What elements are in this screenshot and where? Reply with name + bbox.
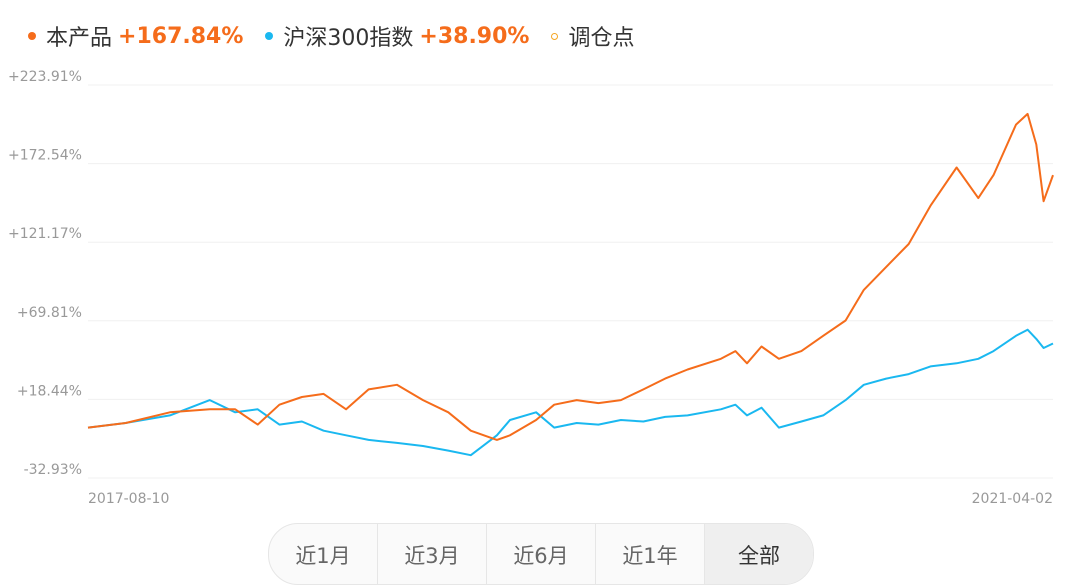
period-tab[interactable]: 近3月 [378, 524, 487, 584]
line-chart: +223.91% +172.54% +121.17% +69.81% +18.44% -3… [8, 69, 1054, 507]
dot-marker-icon [265, 32, 274, 40]
y-tick-label: +121.17% [8, 226, 82, 242]
legend-item[interactable]: 本产品 +167.84% [28, 20, 243, 52]
y-tick-label: +172.54% [8, 148, 82, 164]
legend: 本产品 +167.84% 沪深300指数 +38.90% 调仓点 [28, 18, 656, 54]
y-axis-tick-labels: +223.91% +172.54% +121.17% +69.81% +18.44% -3… [8, 69, 82, 478]
legend-item[interactable]: 沪深300指数 +38.90% [265, 20, 529, 52]
grid-lines [88, 84, 1053, 479]
dot-marker-icon [28, 32, 36, 40]
x-tick-label: 2021-04-02 [972, 491, 1053, 507]
x-tick-label: 2017-08-10 [88, 491, 169, 507]
legend-value: +167.84% [118, 23, 244, 49]
y-tick-label: -32.93% [24, 462, 82, 478]
legend-label: 调仓点 [568, 26, 635, 51]
period-tab[interactable]: 近1月 [269, 524, 378, 584]
period-tab[interactable]: 近6月 [487, 524, 596, 584]
period-tabs: 近1月 近3月 近6月 近1年 全部 [268, 523, 814, 585]
series-line [87, 112, 1054, 441]
x-axis-tick-labels: 2017-08-10 2021-04-02 [88, 491, 1053, 507]
period-tab[interactable]: 近1年 [596, 524, 705, 584]
legend-value: +38.90% [419, 23, 530, 49]
y-tick-label: +223.91% [8, 69, 82, 85]
ring-marker-icon [551, 32, 559, 40]
y-tick-label: +18.44% [17, 383, 82, 399]
legend-label: 本产品 [46, 26, 113, 51]
series-line [87, 328, 1054, 457]
y-tick-label: +69.81% [17, 305, 82, 321]
legend-item[interactable]: 调仓点 [551, 20, 634, 52]
period-tab[interactable]: 全部 [705, 524, 813, 584]
series-lines [87, 112, 1054, 457]
legend-label: 沪深300指数 [283, 26, 414, 51]
